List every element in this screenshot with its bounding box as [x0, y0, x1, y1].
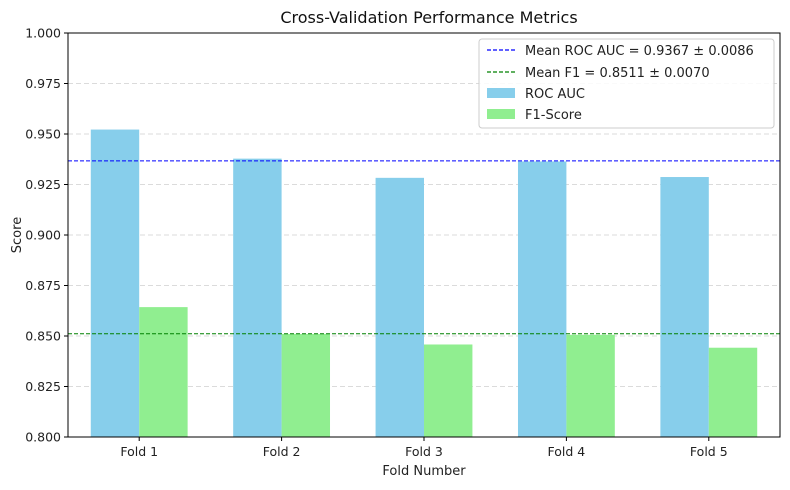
x-tick-label: Fold 3: [405, 444, 443, 459]
legend-label-f1-score: F1-Score: [525, 108, 582, 123]
legend-label-mean-roc-auc: Mean ROC AUC = 0.9367 ± 0.0086: [525, 44, 754, 59]
bar-roc-auc-fold-3: [375, 177, 424, 438]
y-tick-label: 0.850: [25, 329, 61, 344]
x-tick-label: Fold 4: [548, 444, 586, 459]
legend-box: [478, 38, 775, 129]
bar-f1-score-fold-3: [424, 344, 473, 437]
y-tick-label: 0.925: [25, 177, 61, 192]
y-tick-label: 1.000: [25, 26, 61, 41]
bar-roc-auc-fold-1: [90, 129, 140, 437]
bar-f1-score-fold-5: [708, 347, 758, 437]
y-tick-label: 0.800: [25, 430, 61, 445]
chart-title: Cross-Validation Performance Metrics: [280, 8, 577, 27]
bar-f1-score-fold-2: [281, 333, 331, 437]
bar-f1-score-fold-4: [566, 334, 615, 437]
y-tick-label: 0.975: [25, 76, 61, 91]
legend-label-roc-auc: ROC AUC: [525, 87, 585, 102]
legend-label-mean-f1: Mean F1 = 0.8511 ± 0.0070: [525, 66, 710, 81]
legend-swatch-roc-auc: [487, 88, 515, 98]
bar-roc-auc-fold-4: [517, 161, 567, 438]
y-axis-title: Score: [10, 217, 25, 253]
y-axis: 0.800 0.825 0.850 0.875 0.900 0.925 0.950 0.975…: [25, 26, 68, 445]
bar-roc-auc-fold-5: [660, 177, 709, 437]
bar-f1-score-fold-1: [139, 307, 188, 437]
x-axis-title: Fold Number: [382, 464, 466, 479]
x-tick-label: Fold 2: [263, 444, 301, 459]
y-tick-label: 0.825: [25, 379, 61, 394]
y-tick-label: 0.950: [25, 127, 61, 142]
y-tick-label: 0.875: [25, 278, 61, 293]
legend-swatch-f1-score: [487, 109, 515, 119]
bar-roc-auc-fold-2: [233, 158, 282, 438]
x-axis: Fold 1 Fold 2 Fold 3 Fold 4 Fold 5: [120, 437, 728, 459]
legend: Mean ROC AUC = 0.9367 ± 0.0086 Mean F1 =…: [478, 38, 775, 129]
bar-series: [90, 129, 758, 438]
x-tick-label: Fold 5: [690, 444, 728, 459]
y-tick-label: 0.900: [25, 228, 61, 243]
x-tick-label: Fold 1: [120, 444, 158, 459]
mean-reference-lines: [68, 160, 780, 335]
